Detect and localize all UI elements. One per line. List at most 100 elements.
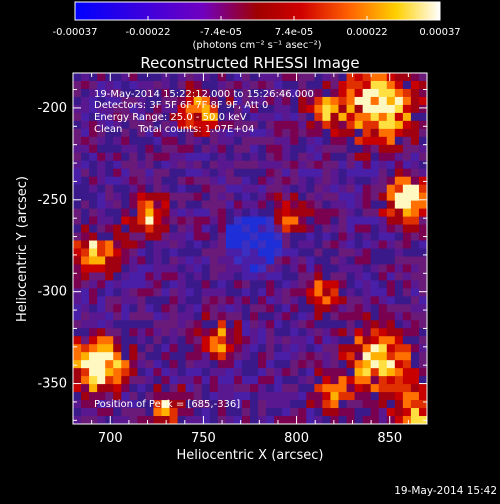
image-pixel bbox=[185, 376, 195, 385]
image-pixel bbox=[129, 168, 138, 178]
image-pixel bbox=[410, 312, 420, 321]
image-pixel bbox=[73, 96, 82, 106]
image-pixel bbox=[386, 288, 396, 297]
image-pixel bbox=[153, 152, 163, 162]
image-pixel bbox=[81, 360, 90, 369]
image-pixel bbox=[201, 216, 211, 226]
image-pixel bbox=[97, 216, 106, 226]
image-pixel bbox=[290, 200, 299, 210]
image-pixel bbox=[314, 73, 324, 82]
image-pixel bbox=[346, 400, 356, 409]
image-pixel bbox=[129, 96, 138, 106]
image-pixel bbox=[306, 272, 315, 282]
image-pixel bbox=[209, 256, 219, 266]
image-pixel bbox=[394, 104, 404, 114]
image-pixel bbox=[113, 136, 122, 146]
image-pixel bbox=[346, 168, 356, 178]
image-pixel bbox=[290, 280, 299, 289]
image-pixel bbox=[89, 152, 98, 162]
image-pixel bbox=[177, 296, 187, 305]
image-pixel bbox=[113, 336, 122, 345]
image-pixel bbox=[177, 272, 187, 282]
image-pixel bbox=[346, 376, 356, 385]
image-pixel bbox=[169, 280, 179, 289]
image-pixel bbox=[169, 80, 179, 90]
image-pixel bbox=[346, 80, 356, 90]
image-pixel bbox=[137, 320, 147, 329]
image-pixel bbox=[306, 288, 315, 297]
image-pixel bbox=[410, 168, 420, 178]
image-pixel bbox=[201, 120, 211, 130]
image-pixel bbox=[241, 384, 251, 393]
image-pixel bbox=[241, 336, 251, 345]
image-pixel bbox=[266, 80, 275, 90]
image-pixel bbox=[113, 352, 122, 361]
image-pixel bbox=[97, 408, 106, 417]
image-pixel bbox=[274, 256, 283, 266]
image-pixel bbox=[153, 288, 163, 297]
image-pixel bbox=[97, 168, 106, 178]
image-pixel bbox=[346, 304, 356, 313]
image-pixel bbox=[201, 384, 211, 393]
image-pixel bbox=[161, 272, 171, 282]
image-pixel bbox=[338, 208, 348, 218]
image-pixel bbox=[386, 73, 396, 82]
image-pixel bbox=[362, 80, 372, 90]
image-pixel bbox=[386, 264, 396, 274]
image-pixel bbox=[225, 120, 235, 130]
image-pixel bbox=[145, 368, 155, 377]
image-pixel bbox=[370, 160, 380, 170]
image-pixel bbox=[378, 304, 388, 313]
image-pixel bbox=[258, 184, 267, 194]
image-pixel bbox=[346, 328, 356, 337]
image-pixel bbox=[81, 376, 90, 385]
image-pixel bbox=[97, 144, 106, 154]
image-pixel bbox=[306, 304, 315, 313]
image-pixel bbox=[282, 296, 291, 305]
image-pixel bbox=[177, 208, 187, 218]
image-pixel bbox=[97, 400, 106, 409]
image-pixel bbox=[386, 224, 396, 234]
image-pixel bbox=[258, 144, 267, 154]
y-tick-label: -350 bbox=[37, 377, 67, 392]
image-pixel bbox=[330, 296, 340, 305]
image-pixel bbox=[113, 256, 122, 266]
image-pixel bbox=[346, 336, 356, 345]
image-pixel bbox=[354, 184, 364, 194]
image-pixel bbox=[354, 328, 364, 337]
image-pixel bbox=[314, 112, 324, 122]
image-pixel bbox=[306, 176, 315, 186]
image-pixel bbox=[225, 304, 235, 313]
image-pixel bbox=[322, 336, 332, 345]
image-pixel bbox=[298, 192, 307, 202]
image-pixel bbox=[161, 344, 171, 353]
image-pixel bbox=[105, 240, 114, 250]
image-pixel bbox=[274, 248, 283, 258]
image-pixel bbox=[113, 200, 122, 210]
image-pixel bbox=[354, 400, 364, 409]
image-pixel bbox=[362, 272, 372, 282]
image-pixel bbox=[386, 408, 396, 417]
image-pixel bbox=[89, 73, 98, 82]
image-pixel bbox=[169, 336, 179, 345]
image-pixel bbox=[290, 272, 299, 282]
image-pixel bbox=[370, 344, 380, 353]
image-pixel bbox=[153, 73, 163, 82]
image-pixel bbox=[378, 128, 388, 138]
image-pixel bbox=[97, 73, 106, 82]
image-pixel bbox=[185, 200, 195, 210]
image-pixel bbox=[81, 328, 90, 337]
image-pixel bbox=[274, 360, 283, 369]
image-pixel bbox=[362, 184, 372, 194]
image-pixel bbox=[370, 288, 380, 297]
image-pixel bbox=[410, 280, 420, 289]
image-pixel bbox=[322, 408, 332, 417]
image-pixel bbox=[113, 120, 122, 130]
image-pixel bbox=[314, 224, 324, 234]
image-pixel bbox=[322, 352, 332, 361]
image-pixel bbox=[217, 328, 227, 337]
image-pixel bbox=[217, 304, 227, 313]
image-pixel bbox=[169, 352, 179, 361]
image-pixel bbox=[161, 136, 171, 146]
image-pixel bbox=[153, 280, 163, 289]
